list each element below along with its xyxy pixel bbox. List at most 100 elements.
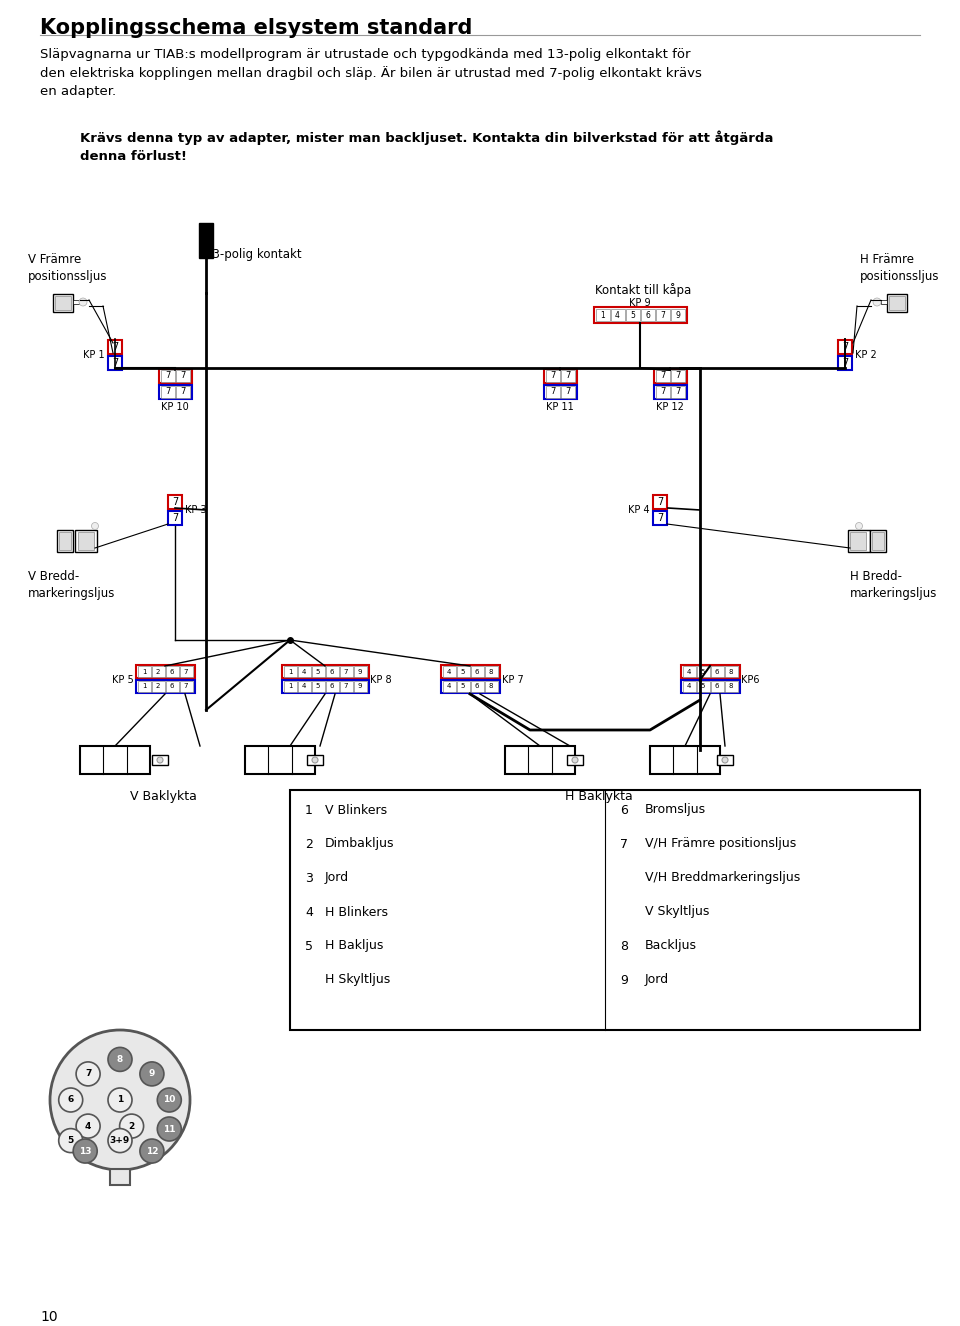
Bar <box>545 370 560 382</box>
Text: 7: 7 <box>660 310 665 320</box>
Bar <box>872 532 884 550</box>
Text: 7: 7 <box>172 497 179 507</box>
Text: V Bredd-
markeringsljus: V Bredd- markeringsljus <box>28 570 115 599</box>
Text: 7: 7 <box>675 371 681 381</box>
Circle shape <box>855 522 862 529</box>
Text: 9: 9 <box>149 1069 156 1078</box>
Bar <box>245 747 315 774</box>
Bar <box>593 308 686 324</box>
Bar <box>298 682 310 692</box>
Text: KP 12: KP 12 <box>656 402 684 412</box>
Text: 6: 6 <box>329 683 334 690</box>
Bar <box>340 666 352 678</box>
Bar <box>176 386 189 398</box>
Bar <box>281 666 369 678</box>
Circle shape <box>873 298 881 306</box>
Text: V Skyltljus: V Skyltljus <box>645 906 709 919</box>
Text: KP 3: KP 3 <box>185 505 206 514</box>
Bar <box>681 680 739 693</box>
Text: 4: 4 <box>686 683 691 690</box>
Bar <box>838 355 852 370</box>
Text: KP 5: KP 5 <box>111 675 133 686</box>
Circle shape <box>312 757 318 762</box>
Bar <box>725 666 737 678</box>
Text: 8: 8 <box>729 668 733 675</box>
Text: 6: 6 <box>170 668 175 675</box>
Text: 1: 1 <box>305 804 313 817</box>
Text: 13-polig kontakt: 13-polig kontakt <box>205 248 301 261</box>
Text: V/H Främre positionsljus: V/H Främre positionsljus <box>645 838 796 850</box>
Bar <box>110 1170 130 1185</box>
Text: 7: 7 <box>657 513 663 522</box>
Text: 7: 7 <box>183 683 188 690</box>
Text: KP 2: KP 2 <box>855 350 876 359</box>
Bar <box>353 666 367 678</box>
Circle shape <box>59 1128 83 1152</box>
Bar <box>656 386 669 398</box>
Bar <box>650 747 720 774</box>
Circle shape <box>140 1139 164 1163</box>
Bar <box>325 666 339 678</box>
Text: 8: 8 <box>489 683 493 690</box>
Text: 4: 4 <box>301 683 306 690</box>
Text: 8: 8 <box>729 683 733 690</box>
Circle shape <box>50 1030 190 1170</box>
Bar <box>53 294 73 312</box>
Text: V Blinkers: V Blinkers <box>325 804 387 817</box>
Text: 9: 9 <box>675 310 680 320</box>
Bar <box>137 666 151 678</box>
Bar <box>443 682 455 692</box>
Bar <box>311 682 324 692</box>
Text: 7: 7 <box>180 387 185 396</box>
Bar <box>545 386 560 398</box>
Text: 6: 6 <box>475 668 479 675</box>
Circle shape <box>157 1089 181 1113</box>
Bar <box>353 682 367 692</box>
Text: 10: 10 <box>163 1095 176 1105</box>
Bar <box>281 680 369 693</box>
Bar <box>165 682 179 692</box>
Bar <box>653 511 667 525</box>
Text: 10: 10 <box>40 1310 58 1323</box>
Circle shape <box>157 757 163 762</box>
Text: Dimbakljus: Dimbakljus <box>325 838 395 850</box>
Bar <box>653 495 667 509</box>
Text: KP 7: KP 7 <box>501 675 523 686</box>
Text: 1: 1 <box>600 310 605 320</box>
Bar <box>135 666 195 678</box>
Bar <box>640 309 655 321</box>
Bar <box>710 682 724 692</box>
Bar <box>567 754 583 765</box>
Bar <box>283 682 297 692</box>
Circle shape <box>91 522 99 529</box>
Text: 7: 7 <box>620 838 628 850</box>
Bar <box>180 682 193 692</box>
Text: 7: 7 <box>660 387 665 396</box>
Bar <box>470 682 484 692</box>
Text: 3: 3 <box>305 871 313 884</box>
Bar <box>80 747 150 774</box>
Text: 7: 7 <box>172 513 179 522</box>
Text: KP 10: KP 10 <box>161 402 189 412</box>
Text: 5: 5 <box>461 668 466 675</box>
Circle shape <box>157 1116 181 1140</box>
Circle shape <box>59 1089 83 1113</box>
Bar <box>340 682 352 692</box>
Text: Kopplingsschema elsystem standard: Kopplingsschema elsystem standard <box>40 19 472 38</box>
Circle shape <box>108 1048 132 1071</box>
Text: 7: 7 <box>550 371 555 381</box>
Text: H Bredd-
markeringsljus: H Bredd- markeringsljus <box>850 570 937 599</box>
Text: 9: 9 <box>358 683 362 690</box>
Circle shape <box>140 1062 164 1086</box>
Bar <box>59 532 71 550</box>
Text: 2: 2 <box>156 683 160 690</box>
Text: KP 9: KP 9 <box>629 298 651 308</box>
Bar <box>889 296 905 310</box>
Bar <box>654 385 686 399</box>
Bar <box>505 747 575 774</box>
Bar <box>611 309 625 321</box>
Bar <box>848 530 870 552</box>
Text: 7: 7 <box>112 342 118 351</box>
Bar <box>670 370 684 382</box>
Bar <box>561 370 574 382</box>
